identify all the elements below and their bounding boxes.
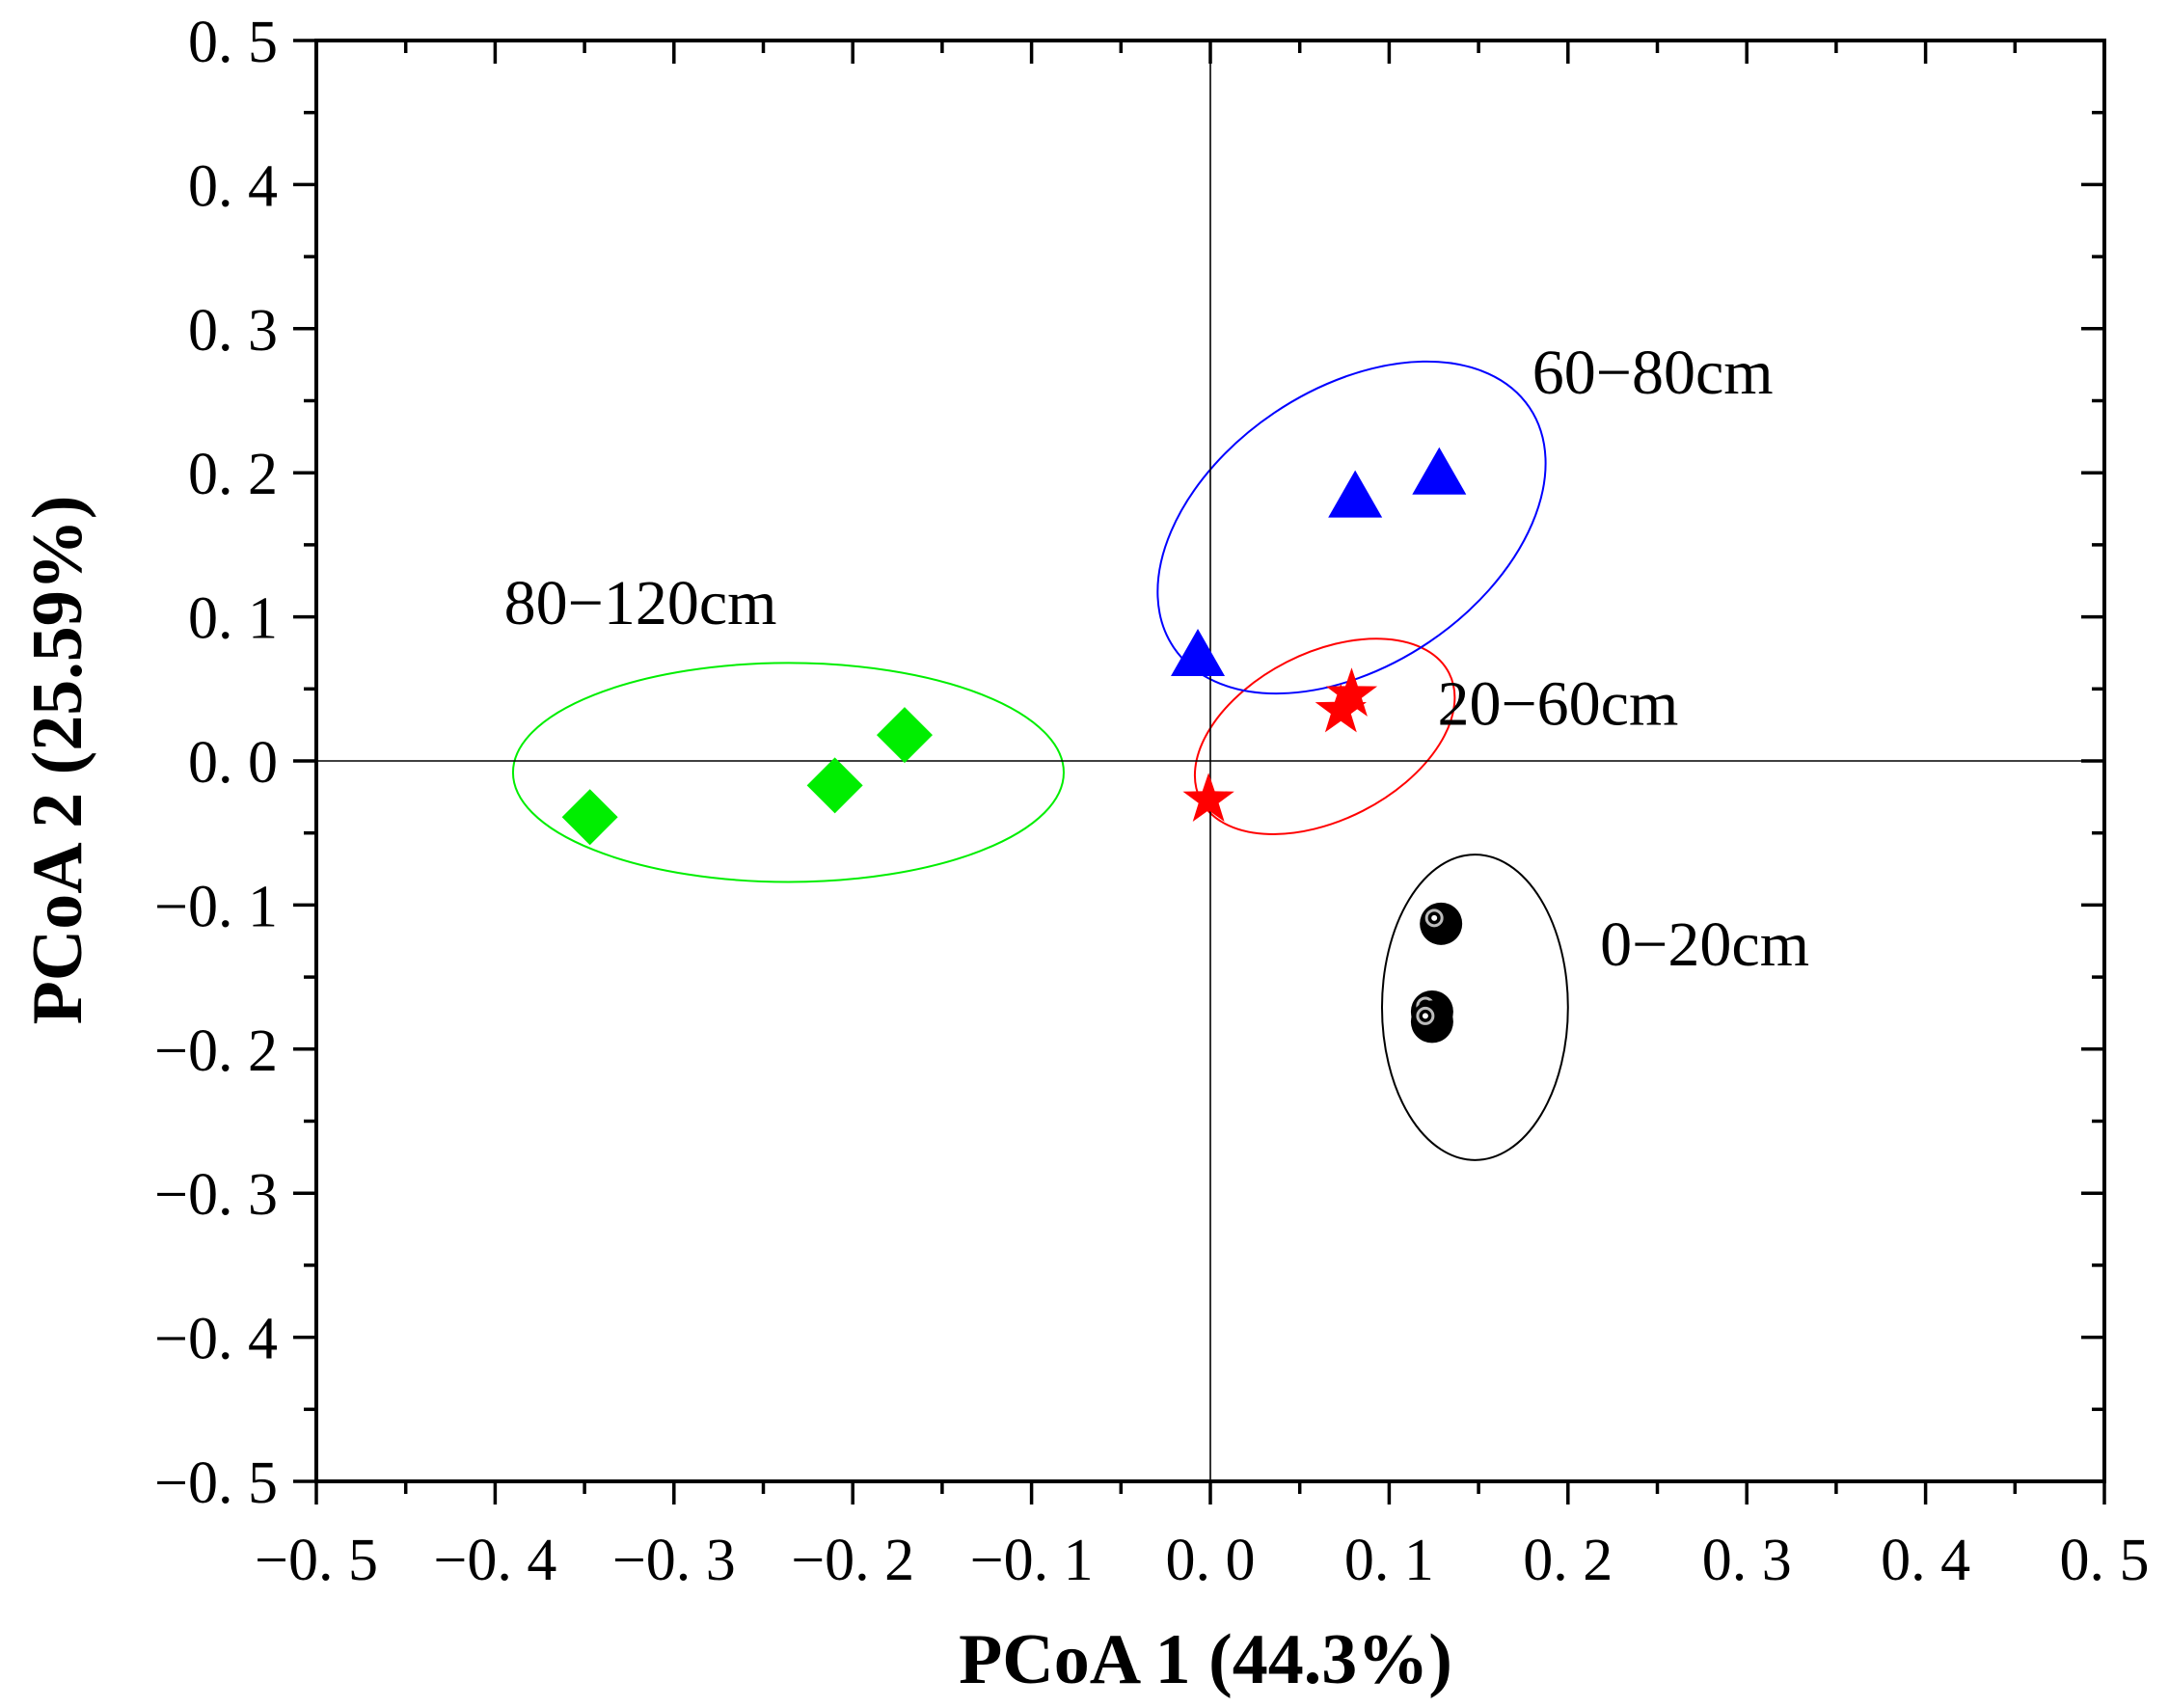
x-tick-label: −0. 2 [791, 1528, 914, 1593]
y-tick-label: 0. 0 [188, 730, 278, 796]
y-tick-label: −0. 1 [154, 874, 278, 939]
diamond-point [561, 789, 618, 846]
reference-lines [316, 41, 2104, 1481]
y-tick-label: 0. 1 [188, 586, 278, 652]
tick-labels: −0. 5 −0. 4 −0. 3 −0. 2 −0. 1 0. 0 0. 1 0. 2 0. … [154, 10, 2149, 1593]
y-tick-label: 0. 4 [188, 153, 278, 219]
y-axis-title: PCoA 2 (25.59%) [18, 496, 97, 1025]
group-label: 20−60cm [1437, 669, 1678, 740]
group-labels: 60−80cm 80−120cm 20−60cm 0−20cm [504, 338, 1809, 980]
x-tick-label: 0. 4 [1881, 1528, 1970, 1593]
y-tick-label: 0. 5 [188, 10, 278, 75]
group-ellipse [511, 662, 1065, 883]
x-tick-label: 0. 1 [1344, 1528, 1434, 1593]
axis-ticks [293, 39, 2106, 1505]
circle-point-highlight-dot [1431, 914, 1438, 921]
group-label: 0−20cm [1600, 909, 1809, 980]
y-tick-label: −0. 4 [154, 1307, 278, 1372]
x-tick-label: 0. 0 [1166, 1528, 1256, 1593]
x-tick-label: −0. 5 [255, 1528, 378, 1593]
group-label: 80−120cm [504, 568, 777, 638]
x-tick-label: 0. 5 [2060, 1528, 2150, 1593]
circle-point-highlight [1416, 1006, 1435, 1025]
star-point [1325, 667, 1378, 717]
y-tick-label: −0. 3 [154, 1162, 278, 1228]
star-point [1182, 773, 1234, 822]
triangle-point [1171, 628, 1226, 676]
group-ellipse [1156, 360, 1547, 695]
y-tick-label: −0. 5 [154, 1450, 278, 1516]
y-tick-label: 0. 2 [188, 442, 278, 507]
circle-point-highlight-dot [1422, 1013, 1428, 1019]
diamond-point [806, 757, 863, 814]
x-tick-label: 0. 3 [1702, 1528, 1792, 1593]
x-tick-label: 0. 2 [1523, 1528, 1613, 1593]
triangle-point [1412, 447, 1467, 495]
x-tick-label: −0. 1 [970, 1528, 1094, 1593]
y-tick-label: 0. 3 [188, 298, 278, 364]
circle-point-highlight [1424, 908, 1444, 928]
diamond-point [876, 707, 933, 764]
ellipse-layer [511, 360, 1569, 1161]
group-label: 60−80cm [1532, 338, 1774, 408]
x-tick-label: −0. 4 [433, 1528, 556, 1593]
points-layer [561, 447, 1467, 1044]
y-tick-label: −0. 2 [154, 1018, 278, 1084]
x-axis-title: PCoA 1 (44.3%) [959, 1620, 1452, 1699]
x-tick-label: −0. 3 [612, 1528, 736, 1593]
triangle-point [1328, 470, 1383, 518]
group-ellipse [1380, 854, 1569, 1161]
